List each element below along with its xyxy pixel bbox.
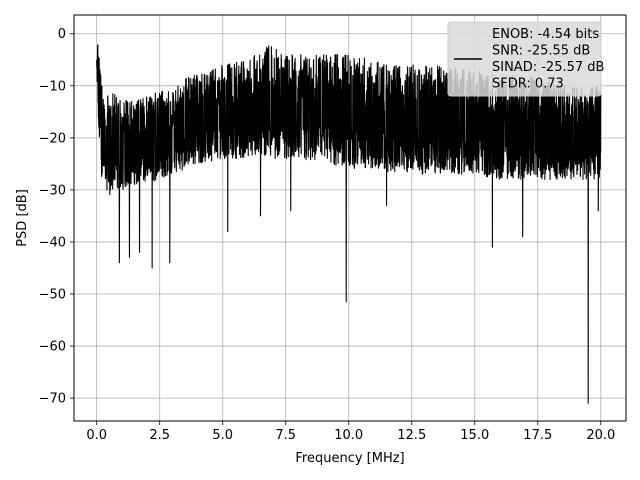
y-axis-label: PSD [dB] bbox=[15, 189, 30, 247]
x-axis-ticks: 0.0 2.5 5.0 7.5 10.0 12.5 15.0 17.5 20.0 bbox=[86, 421, 615, 443]
y-tick-label: −20 bbox=[39, 131, 66, 146]
x-tick-label: 10.0 bbox=[334, 428, 363, 443]
x-tick-label: 17.5 bbox=[523, 428, 552, 443]
x-tick-label: 12.5 bbox=[397, 428, 426, 443]
y-tick-label: −40 bbox=[39, 235, 66, 250]
x-tick-label: 15.0 bbox=[460, 428, 489, 443]
legend-entry-sinad: SINAD: -25.57 dB bbox=[492, 60, 604, 75]
x-tick-label: 0.0 bbox=[86, 428, 107, 443]
legend-box bbox=[447, 21, 602, 97]
x-tick-label: 5.0 bbox=[212, 428, 233, 443]
y-tick-label: −60 bbox=[39, 340, 66, 355]
legend-entry-sfdr: SFDR: 0.73 bbox=[492, 77, 564, 92]
legend-entry-enob: ENOB: -4.54 bits bbox=[492, 27, 599, 42]
y-tick-label: −10 bbox=[39, 79, 66, 94]
y-tick-label: 0 bbox=[58, 27, 66, 42]
x-tick-label: 2.5 bbox=[149, 428, 170, 443]
axes-frame bbox=[73, 14, 627, 422]
y-tick-label: −30 bbox=[39, 183, 66, 198]
x-axis-label: Frequency [MHz] bbox=[295, 451, 404, 466]
x-tick-label: 20.0 bbox=[586, 428, 615, 443]
y-axis-ticks: 0 −10 −20 −30 −40 −50 −60 −70 bbox=[39, 27, 74, 407]
legend-entry-snr: SNR: -25.55 dB bbox=[492, 44, 590, 59]
y-tick-label: −70 bbox=[39, 392, 66, 407]
y-tick-label: −50 bbox=[39, 287, 66, 302]
legend: ENOB: -4.54 bits SNR: -25.55 dB SINAD: -… bbox=[447, 21, 604, 97]
x-tick-label: 7.5 bbox=[275, 428, 296, 443]
